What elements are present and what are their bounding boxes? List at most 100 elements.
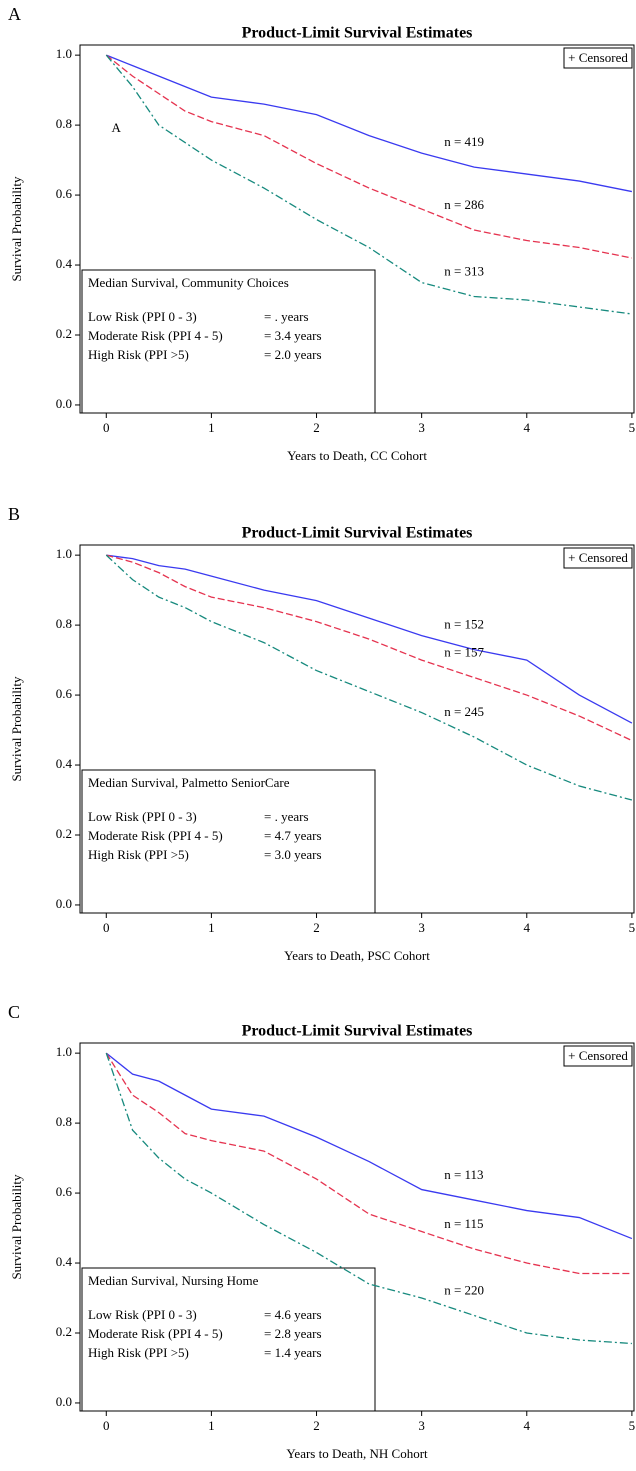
- legend-note: + Censored: [568, 50, 628, 65]
- x-tick-label: 3: [418, 420, 425, 435]
- chart-title: Product-Limit Survival Estimates: [242, 1023, 473, 1040]
- y-tick-label: 0.0: [56, 396, 72, 411]
- survival-curve: [106, 54, 633, 193]
- y-tick-label: 0.2: [56, 826, 72, 841]
- y-tick-label: 1.0: [56, 1044, 72, 1059]
- info-row-value: = . years: [264, 809, 309, 824]
- series-label: n = 220: [444, 1282, 484, 1297]
- y-axis-label: Survival Probability: [9, 676, 24, 782]
- x-axis-label: Years to Death, PSC Cohort: [284, 948, 430, 963]
- y-tick-label: 0.0: [56, 1394, 72, 1409]
- y-tick-label: 0.6: [56, 186, 73, 201]
- panel-label: B: [8, 504, 20, 524]
- info-row-value: = 1.4 years: [264, 1345, 322, 1360]
- info-row-label: High Risk (PPI >5): [88, 1345, 189, 1360]
- info-box-title: Median Survival, Palmetto SeniorCare: [88, 775, 290, 790]
- series-label: n = 115: [444, 1216, 483, 1231]
- info-row-value: = 4.7 years: [264, 828, 322, 843]
- survival-curve: [105, 54, 633, 259]
- panel-label: A: [8, 4, 21, 24]
- survival-curve: [105, 1052, 633, 1240]
- survival-curve: [105, 1052, 632, 1275]
- info-row-label: Low Risk (PPI 0 - 3): [88, 809, 197, 824]
- series-label: n = 157: [444, 645, 484, 660]
- annotation: A: [112, 120, 122, 135]
- info-box: [81, 1267, 376, 1412]
- info-row-label: Moderate Risk (PPI 4 - 5): [88, 1326, 223, 1341]
- y-axis-label: Survival Probability: [9, 176, 24, 282]
- info-row-value: = . years: [264, 309, 309, 324]
- x-tick-label: 1: [208, 420, 215, 435]
- y-tick-label: 0.2: [56, 326, 72, 341]
- info-box: [81, 269, 376, 414]
- y-tick-label: 0.4: [56, 756, 73, 771]
- panel: B Product-Limit Survival Estimates 0.0 0.2 0…: [8, 504, 635, 963]
- y-tick-label: 1.0: [56, 546, 72, 561]
- info-row-value: = 4.6 years: [264, 1307, 322, 1322]
- x-tick-label: 4: [524, 420, 531, 435]
- legend-box: [563, 47, 633, 69]
- y-tick-label: 0.4: [56, 256, 73, 271]
- series-label: n = 286: [444, 197, 484, 212]
- legend-box: [563, 547, 633, 569]
- x-tick-label: 5: [629, 1418, 636, 1433]
- chart-title: Product-Limit Survival Estimates: [242, 25, 473, 42]
- panel: C Product-Limit Survival Estimates 0.0 0.2 0…: [8, 1002, 635, 1461]
- x-tick-label: 3: [418, 920, 425, 935]
- y-tick-label: 0.6: [56, 686, 73, 701]
- legend-note: + Censored: [568, 550, 628, 565]
- info-row-label: Low Risk (PPI 0 - 3): [88, 309, 197, 324]
- survival-curve: [106, 554, 633, 742]
- x-tick-label: 0: [103, 1418, 110, 1433]
- survival-curve: [105, 554, 633, 801]
- info-row-value: = 2.8 years: [264, 1326, 322, 1341]
- y-tick-label: 0.8: [56, 616, 72, 631]
- info-box-title: Median Survival, Community Choices: [88, 275, 289, 290]
- info-row-value: = 2.0 years: [264, 347, 322, 362]
- x-tick-label: 1: [208, 1418, 215, 1433]
- y-tick-label: 0.6: [56, 1184, 73, 1199]
- x-tick-label: 4: [524, 920, 531, 935]
- series-label: n = 152: [444, 617, 484, 632]
- y-tick-label: 1.0: [56, 46, 72, 61]
- series-label: n = 419: [444, 134, 484, 149]
- info-box: [81, 769, 376, 914]
- y-tick-label: 0.8: [56, 1114, 72, 1129]
- x-tick-label: 2: [313, 420, 320, 435]
- y-tick-label: 0.2: [56, 1324, 72, 1339]
- series-label: n = 245: [444, 704, 484, 719]
- x-tick-label: 4: [524, 1418, 531, 1433]
- info-row-label: Low Risk (PPI 0 - 3): [88, 1307, 197, 1322]
- survival-curve: [105, 1052, 632, 1345]
- legend-note: + Censored: [568, 1048, 628, 1063]
- x-tick-label: 2: [313, 920, 320, 935]
- series-label: n = 313: [444, 263, 484, 278]
- y-axis-label: Survival Probability: [9, 1174, 24, 1280]
- survival-curve: [105, 54, 632, 315]
- chart-title: Product-Limit Survival Estimates: [242, 525, 473, 542]
- x-tick-label: 0: [103, 920, 110, 935]
- y-tick-label: 0.4: [56, 1254, 73, 1269]
- panel-label: C: [8, 1002, 20, 1022]
- x-axis-label: Years to Death, CC Cohort: [287, 448, 427, 463]
- x-tick-label: 0: [103, 420, 110, 435]
- x-axis-label: Years to Death, NH Cohort: [286, 1446, 428, 1461]
- info-box-title: Median Survival, Nursing Home: [88, 1273, 259, 1288]
- info-row-label: High Risk (PPI >5): [88, 847, 189, 862]
- y-tick-label: 0.0: [56, 896, 72, 911]
- x-tick-label: 5: [629, 920, 636, 935]
- series-label: n = 113: [444, 1167, 483, 1182]
- info-row-label: High Risk (PPI >5): [88, 347, 189, 362]
- x-tick-label: 2: [313, 1418, 320, 1433]
- y-tick-label: 0.8: [56, 116, 72, 131]
- info-row-label: Moderate Risk (PPI 4 - 5): [88, 828, 223, 843]
- info-row-value: = 3.4 years: [264, 328, 322, 343]
- survival-curve: [106, 554, 633, 724]
- x-tick-label: 3: [418, 1418, 425, 1433]
- panel: A Product-Limit Survival Estimates 0.0 0.2 0…: [8, 4, 635, 463]
- info-row-value: = 3.0 years: [264, 847, 322, 862]
- legend-box: [563, 1045, 633, 1067]
- x-tick-label: 5: [629, 420, 636, 435]
- x-tick-label: 1: [208, 920, 215, 935]
